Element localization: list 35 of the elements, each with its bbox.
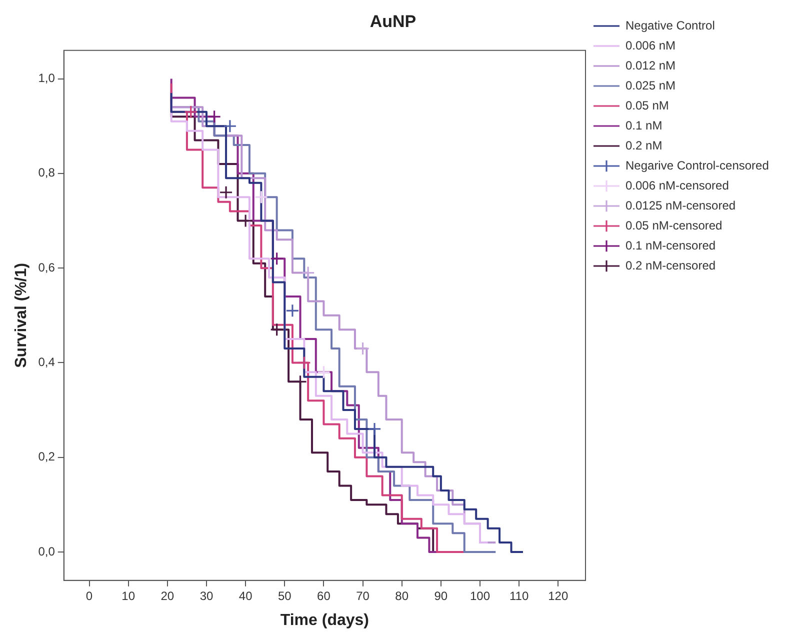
legend-label: 0.025 nM (626, 78, 676, 92)
x-tick-label: 90 (434, 588, 448, 603)
x-tick-label: 40 (238, 588, 253, 603)
legend-label: Negarive Control-censored (626, 158, 769, 172)
y-tick-label: 0,6 (38, 260, 56, 274)
y-axis-title: Survival (%/1) (13, 262, 30, 368)
legend-label: 0.012 nM (626, 58, 676, 72)
y-tick-label: 0,8 (38, 166, 56, 180)
legend-label: 0.2 nM-censored (626, 258, 716, 272)
x-tick-label: 100 (470, 588, 490, 603)
legend-label: 0.05 nM-censored (626, 218, 722, 232)
x-tick-label: 0 (86, 588, 93, 603)
legend-label: 0.006 nM-censored (626, 178, 729, 192)
x-axis-title: Time (days) (280, 612, 370, 629)
x-tick-label: 120 (548, 588, 568, 603)
x-tick-label: 110 (510, 588, 529, 603)
x-tick-label: 70 (356, 588, 370, 603)
y-tick-label: 0,2 (38, 450, 56, 464)
chart-title: AuNP (370, 12, 416, 31)
x-tick-label: 10 (122, 588, 136, 603)
y-tick-label: 1,0 (38, 71, 56, 86)
legend-label: 0.0125 nM-censored (626, 198, 736, 212)
x-tick-label: 80 (395, 588, 409, 603)
legend-label: 0.2 nM (626, 138, 662, 152)
legend-label: 0.006 nM (626, 38, 676, 52)
legend-label: 0.05 nM (626, 98, 669, 112)
x-tick-label: 30 (200, 588, 214, 603)
x-tick-label: 50 (278, 588, 292, 603)
y-tick-label: 0,4 (38, 355, 56, 370)
legend-label: 0.1 nM-censored (626, 238, 716, 252)
x-tick-label: 60 (317, 588, 331, 603)
legend-label: Negative Control (626, 18, 715, 32)
y-tick-label: 0,0 (38, 544, 56, 558)
legend-label: 0.1 nM (626, 118, 662, 132)
x-tick-label: 20 (160, 588, 174, 603)
